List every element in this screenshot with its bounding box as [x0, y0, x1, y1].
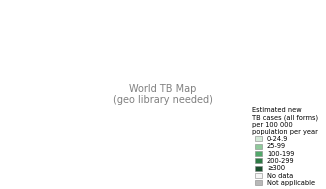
Legend: 0-24.9, 25-99, 100-199, 200-299, ≥300, No data, Not applicable: 0-24.9, 25-99, 100-199, 200-299, ≥300, N…	[251, 106, 319, 187]
Text: World TB Map
(geo library needed): World TB Map (geo library needed)	[113, 84, 213, 105]
FancyBboxPatch shape	[3, 2, 323, 187]
